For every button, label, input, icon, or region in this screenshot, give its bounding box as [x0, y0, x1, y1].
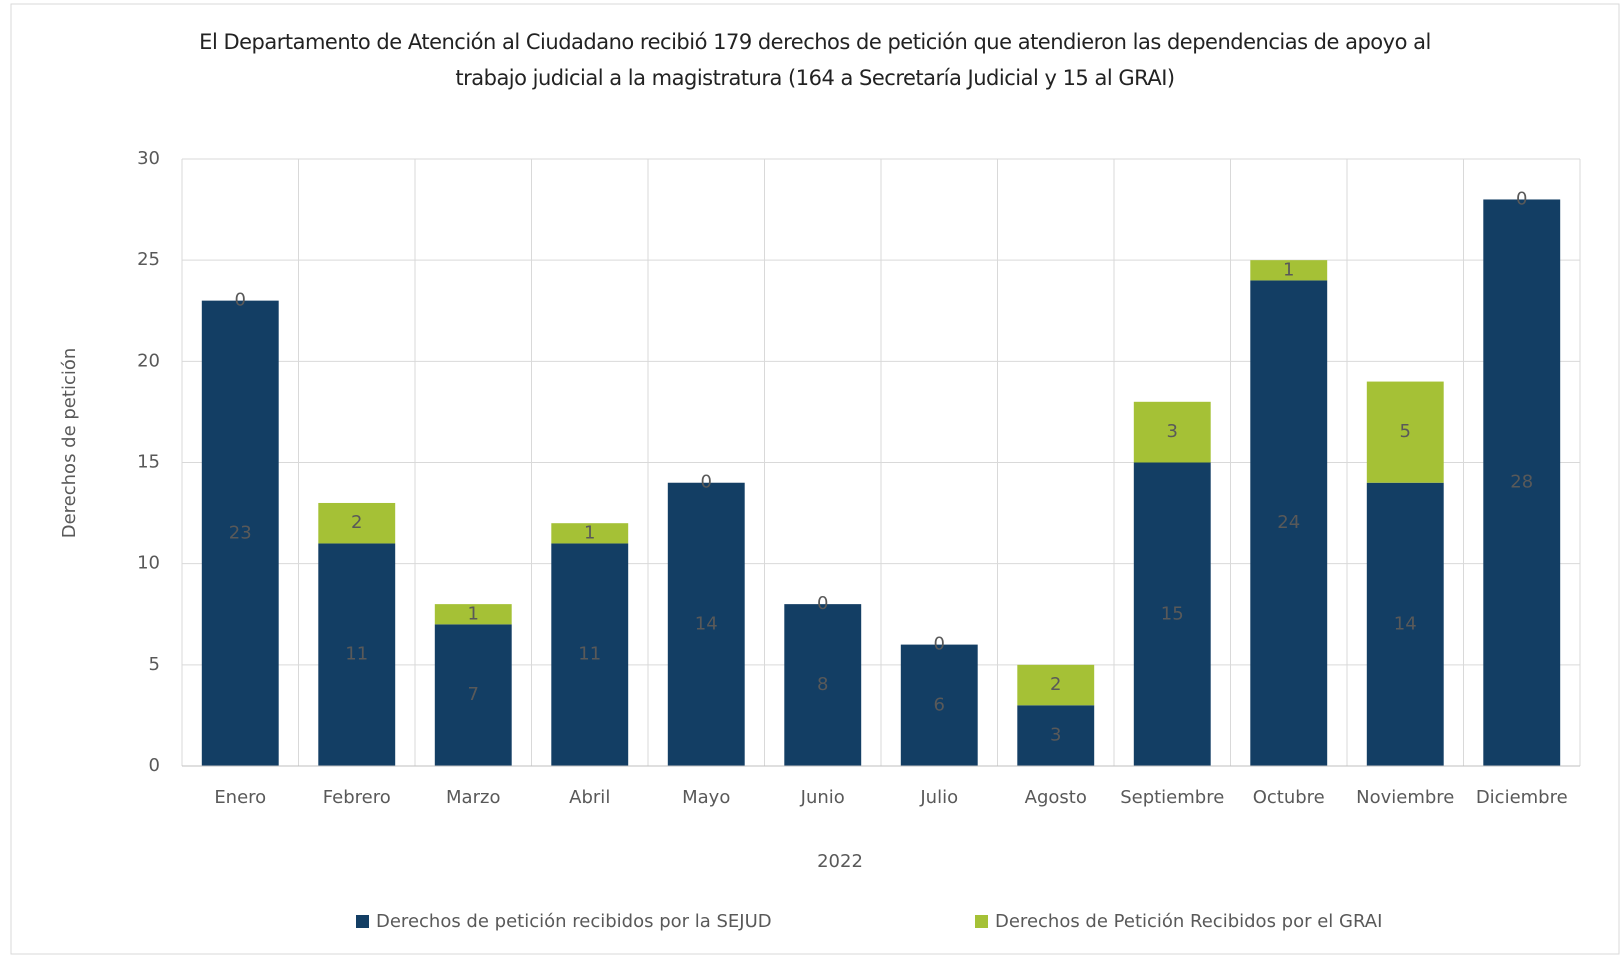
data-label: 0	[1516, 188, 1527, 209]
bar-segment	[201, 300, 279, 766]
data-label: 23	[229, 522, 252, 543]
bar-segment	[318, 543, 396, 766]
x-tick-label: Julio	[919, 787, 958, 808]
bar-segment	[1483, 199, 1561, 766]
x-axis-title: 2022	[817, 851, 863, 872]
x-tick-label: Septiembre	[1120, 787, 1224, 808]
data-label: 0	[701, 472, 712, 493]
x-tick-label: Enero	[214, 787, 266, 808]
y-tick-label: 20	[137, 350, 160, 371]
bar-segment	[434, 624, 512, 766]
data-label: 14	[1394, 613, 1417, 634]
data-label: 11	[578, 644, 601, 665]
x-tick-label: Junio	[800, 787, 845, 808]
legend-label: Derechos de Petición Recibidos por el GR…	[995, 911, 1382, 932]
data-label: 5	[1400, 421, 1411, 442]
bar-segment	[667, 482, 745, 766]
x-tick-label: Octubre	[1253, 787, 1325, 808]
data-label: 2	[1050, 674, 1061, 695]
data-label: 1	[1283, 259, 1294, 280]
data-label: 2	[351, 512, 362, 533]
y-tick-label: 10	[137, 553, 160, 574]
x-tick-label: Mayo	[682, 787, 730, 808]
legend-label: Derechos de petición recibidos por la SE…	[376, 911, 772, 932]
data-label: 8	[817, 674, 828, 695]
bar-segment	[434, 604, 512, 625]
data-label: 3	[1167, 421, 1178, 442]
data-label: 3	[1050, 725, 1061, 746]
x-tick-label: Febrero	[323, 787, 391, 808]
x-tick-label: Abril	[569, 787, 610, 808]
data-label: 6	[934, 694, 945, 715]
data-label: 1	[468, 603, 479, 624]
x-tick-label: Marzo	[446, 787, 500, 808]
bar-segment	[1017, 664, 1095, 706]
bar-segment	[1133, 462, 1211, 766]
x-tick-label: Noviembre	[1356, 787, 1454, 808]
y-tick-label: 30	[137, 148, 160, 169]
y-axis-title: Derechos de petición	[59, 348, 80, 539]
y-tick-label: 15	[137, 452, 160, 473]
y-tick-label: 25	[137, 249, 160, 270]
bar-segment	[1250, 280, 1328, 766]
data-label: 0	[817, 593, 828, 614]
bar-segment	[1366, 482, 1444, 766]
x-tick-label: Diciembre	[1476, 787, 1568, 808]
chart-frame	[10, 3, 1620, 955]
y-tick-label: 0	[149, 755, 160, 776]
data-label: 15	[1161, 603, 1184, 624]
data-label: 0	[235, 290, 246, 311]
bar-segment	[900, 644, 978, 766]
data-label: 7	[468, 684, 479, 705]
bar-segment	[1250, 260, 1328, 281]
chart-title: El Departamento de Atención al Ciudadano…	[199, 30, 1431, 90]
x-tick-label: Agosto	[1025, 787, 1087, 808]
data-label: 0	[934, 634, 945, 655]
legend-swatch	[975, 915, 988, 928]
bar-segment	[318, 502, 396, 544]
bar-segment	[784, 604, 862, 766]
data-label: 14	[695, 613, 718, 634]
bar-segment	[1133, 401, 1211, 463]
bar-segment	[551, 543, 629, 766]
bar-segment	[1366, 381, 1444, 483]
bar-segment	[551, 523, 629, 544]
legend-swatch	[356, 915, 369, 928]
data-label: 24	[1277, 512, 1300, 533]
bar-segment	[1017, 705, 1095, 766]
data-label: 28	[1510, 472, 1533, 493]
data-label: 1	[584, 522, 595, 543]
data-label: 11	[345, 644, 368, 665]
y-tick-label: 5	[149, 654, 160, 675]
